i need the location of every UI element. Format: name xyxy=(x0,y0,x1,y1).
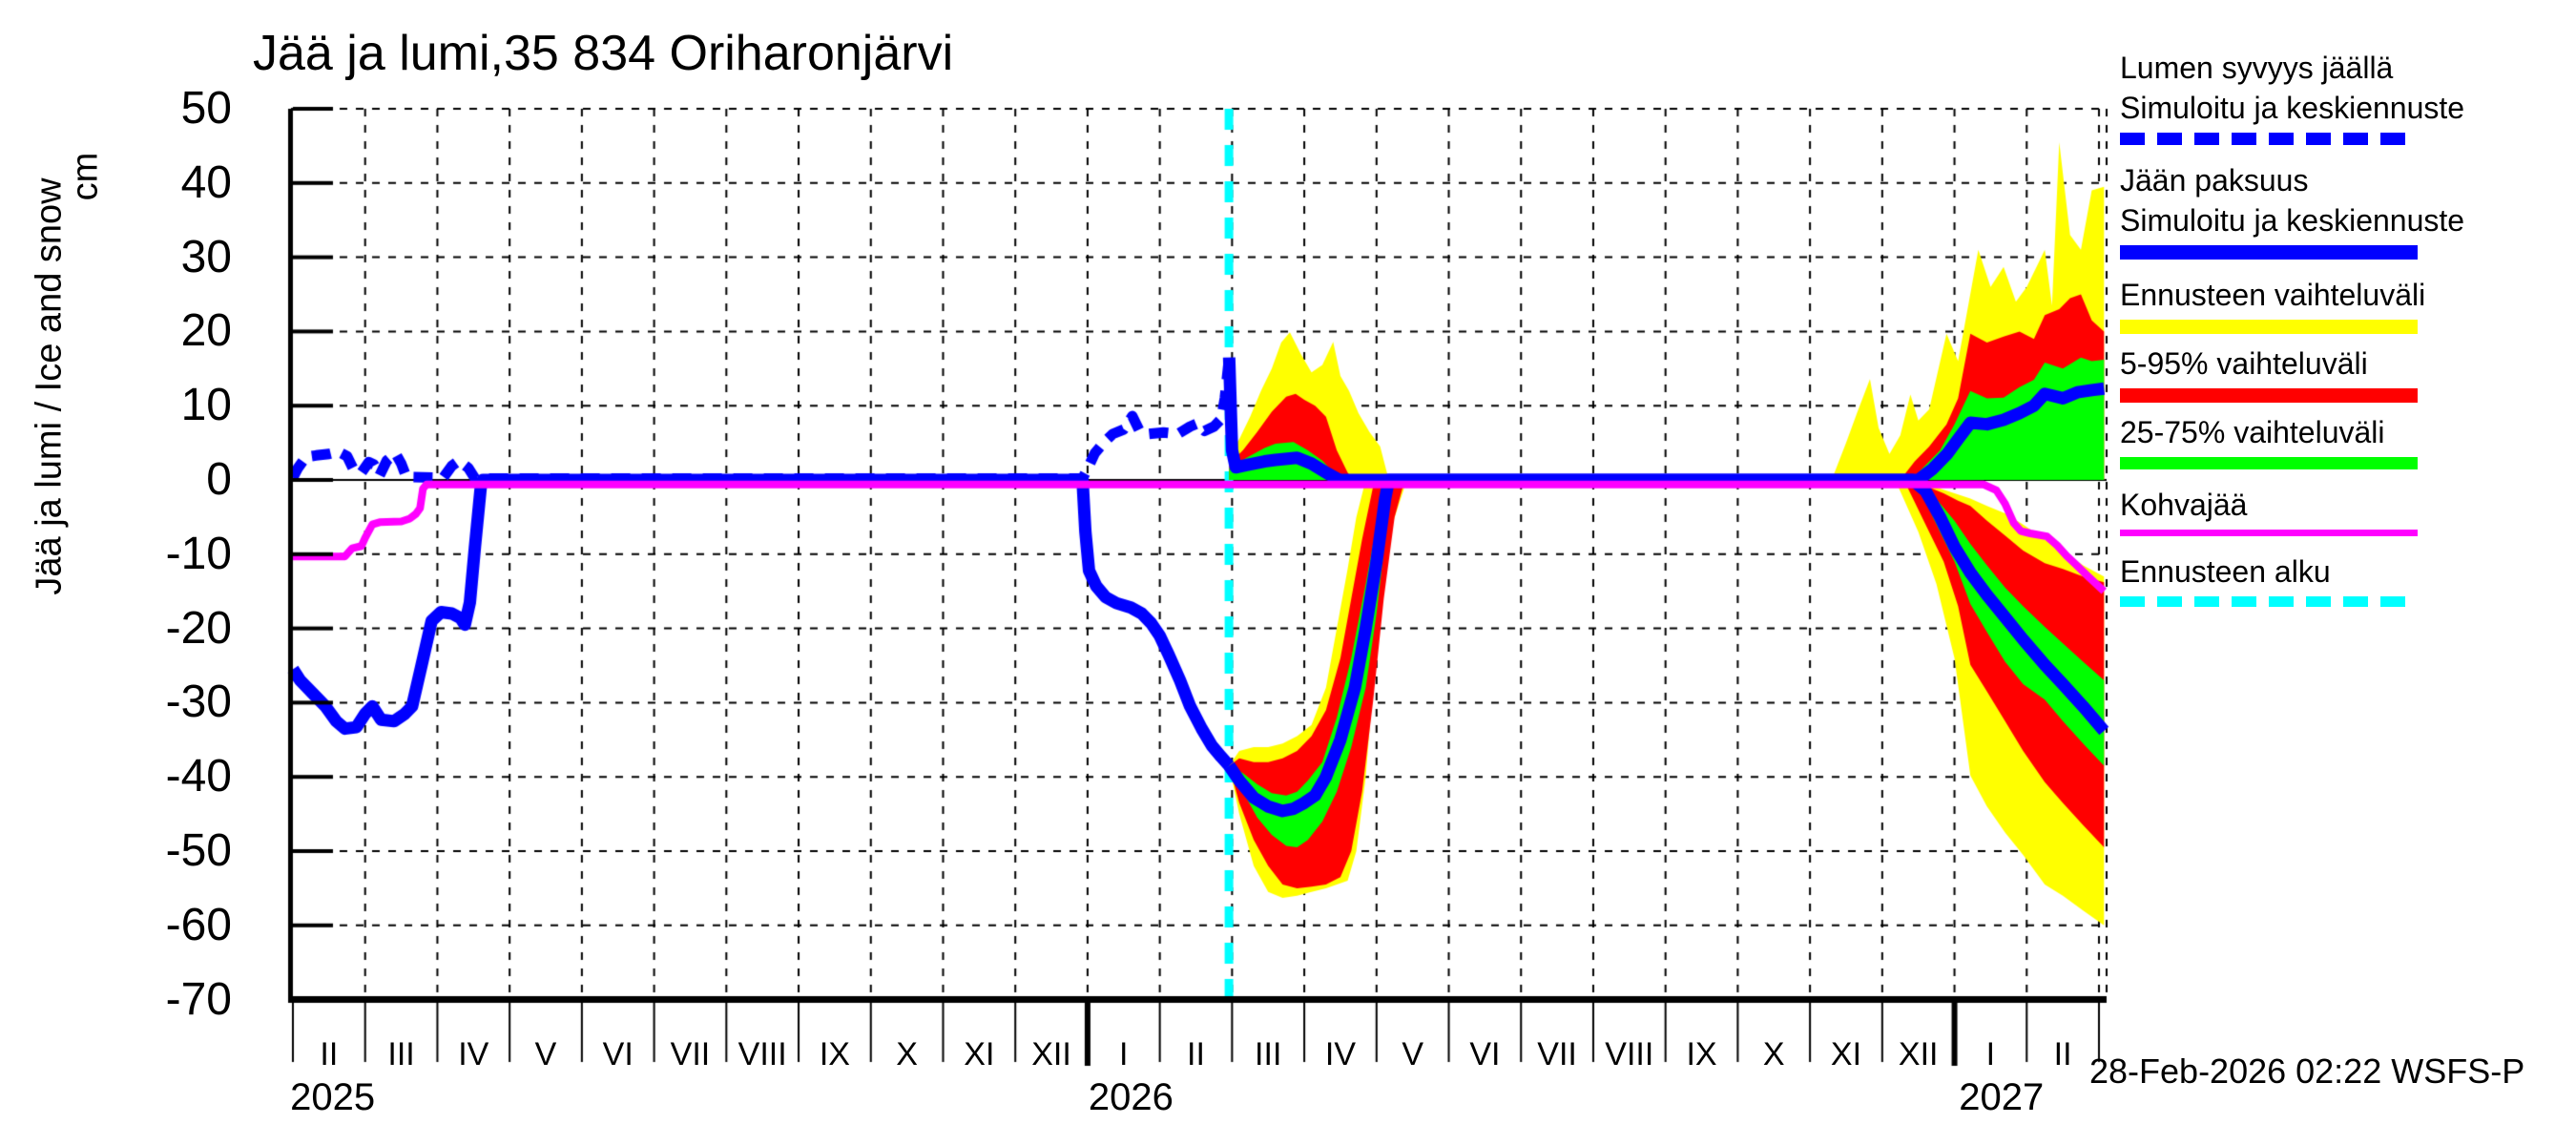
legend-entry-3: Ennusteen vaihteluväli xyxy=(2120,275,2425,334)
x-tick-month-label: IX xyxy=(1686,1036,1717,1072)
x-tick-month-label: XII xyxy=(1898,1036,1939,1072)
legend-entry-4: 5-95% vaihteluväli xyxy=(2120,344,2418,403)
y-tick-label: -60 xyxy=(165,899,232,950)
legend-swatch-solid xyxy=(2120,457,2418,469)
x-tick-month-label: II xyxy=(320,1036,339,1072)
x-tick-month-label: VI xyxy=(602,1036,634,1072)
x-tick-month-label: IX xyxy=(819,1036,850,1072)
x-tick-month-label: VIII xyxy=(1605,1036,1654,1072)
x-tick-month-label: II xyxy=(2053,1036,2072,1072)
x-tick-month-label: III xyxy=(1255,1036,1282,1072)
x-tick-month-label: XII xyxy=(1031,1036,1071,1072)
x-tick-month-label: VII xyxy=(670,1036,711,1072)
legend-entry-5: 25-75% vaihteluväli xyxy=(2120,412,2418,469)
x-tick-month-label: IV xyxy=(1324,1036,1356,1072)
legend-label: Ennusteen vaihteluväli xyxy=(2120,278,2426,312)
x-tick-month-label: V xyxy=(1402,1036,1423,1072)
x-tick-month-label: V xyxy=(534,1036,557,1072)
legend-entry-1: Lumen syvyys jäällä Simuloitu ja keskienn… xyxy=(2120,48,2464,145)
y-axis-label: Jää ja lumi / Ice and snow xyxy=(29,177,70,595)
x-tick-month-label: XI xyxy=(1830,1036,1862,1072)
legend-label-2: Simuloitu ja keskiennuste xyxy=(2120,203,2465,238)
y-tick-label: -10 xyxy=(165,528,232,579)
legend-label-2: Simuloitu ja keskiennuste xyxy=(2120,91,2465,125)
x-tick-month-label: X xyxy=(1762,1036,1785,1072)
x-tick-month-label: VII xyxy=(1537,1036,1577,1072)
legend-label: 25-75% vaihteluväli xyxy=(2120,415,2385,449)
legend-label: Kohvajää xyxy=(2120,488,2248,522)
x-tick-month-label: VIII xyxy=(737,1036,787,1072)
x-tick-year-label: 2026 xyxy=(1088,1076,1174,1118)
legend-entry-7: Ennusteen alku xyxy=(2120,552,2418,607)
y-tick-label: 50 xyxy=(180,83,232,134)
legend-swatch-dash xyxy=(2120,596,2418,607)
x-tick-month-label: IV xyxy=(458,1036,489,1072)
x-tick-month-label: VI xyxy=(1469,1036,1501,1072)
x-tick-month-label: III xyxy=(387,1036,415,1072)
y-tick-label: 0 xyxy=(206,454,232,505)
x-tick-year-label: 2025 xyxy=(290,1076,376,1118)
legend-swatch-solid xyxy=(2120,320,2418,334)
legend-entry-6: Kohvajää xyxy=(2120,485,2418,536)
x-tick-month-label: II xyxy=(1187,1036,1205,1072)
y-axis-unit-label: cm xyxy=(65,152,106,201)
legend-swatch-dash xyxy=(2120,133,2418,145)
chart-title: Jää ja lumi,35 834 Oriharonjärvi xyxy=(253,26,954,81)
legend-label: Jään paksuus xyxy=(2120,163,2309,198)
legend-swatch-solid xyxy=(2120,388,2418,403)
legend-swatch-solid xyxy=(2120,530,2418,536)
y-tick-label: 40 xyxy=(180,156,232,208)
x-tick-month-label: X xyxy=(896,1036,918,1072)
legend-label: Ennusteen alku xyxy=(2120,554,2331,589)
y-tick-label: -30 xyxy=(165,677,232,728)
x-tick-month-label: I xyxy=(1119,1036,1129,1072)
date-stamp: 28-Feb-2026 02:22 WSFS-P xyxy=(2089,1051,2525,1091)
y-tick-label: 30 xyxy=(180,231,232,282)
legend-label: 5-95% vaihteluväli xyxy=(2120,346,2368,381)
y-tick-label: -70 xyxy=(165,973,232,1025)
y-tick-label: 10 xyxy=(180,380,232,431)
legend-label: Lumen syvyys jäällä xyxy=(2120,51,2394,85)
legend-entry-2: Jään paksuus Simuloitu ja keskiennuste xyxy=(2120,160,2464,260)
x-tick-month-label: I xyxy=(1985,1036,1996,1072)
y-tick-label: -50 xyxy=(165,825,232,876)
y-tick-label: -20 xyxy=(165,602,232,654)
legend-swatch-solid xyxy=(2120,245,2418,260)
y-tick-label: -40 xyxy=(165,751,232,802)
x-tick-month-label: XI xyxy=(964,1036,995,1072)
y-tick-label: 20 xyxy=(180,305,232,357)
x-tick-year-label: 2027 xyxy=(1959,1076,2045,1118)
